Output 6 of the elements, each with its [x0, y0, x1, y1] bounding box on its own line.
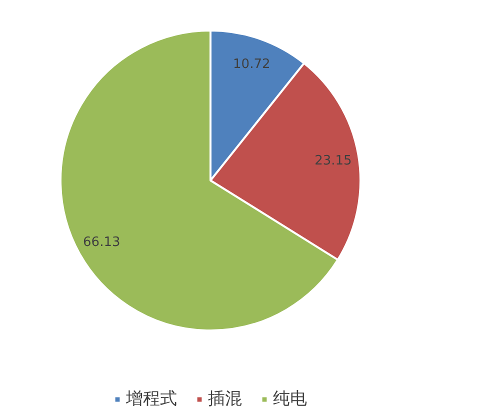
data-label: 23.15	[314, 153, 352, 168]
data-label: 10.72	[233, 56, 270, 72]
legend-label: 纯电	[273, 388, 307, 410]
data-label: 66.13	[83, 234, 120, 250]
legend-label: 插混	[208, 388, 242, 410]
legend-label: 增程式	[126, 388, 177, 410]
